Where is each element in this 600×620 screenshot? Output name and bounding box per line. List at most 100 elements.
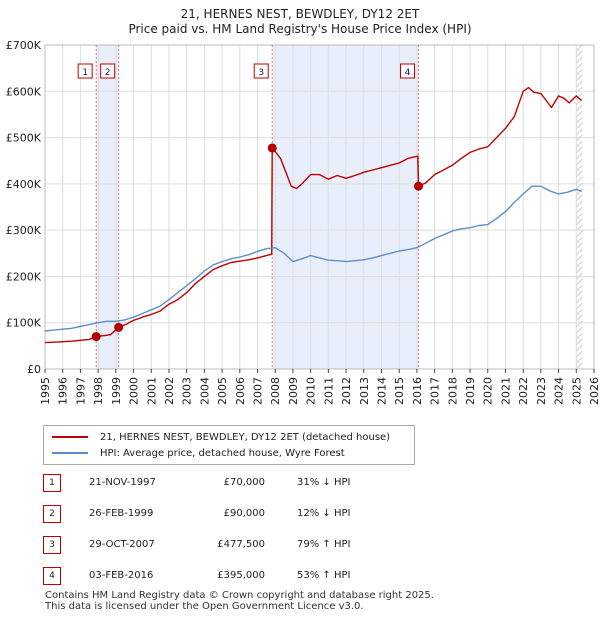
- forecast-hatch: [575, 356, 583, 364]
- x-tick-label: 2008: [269, 377, 282, 405]
- forecast-hatch: [575, 362, 583, 370]
- forecast-hatch: [575, 332, 583, 340]
- x-tick-label: 1998: [92, 377, 105, 405]
- y-tick-label: £700K: [6, 39, 42, 52]
- sale-row: 3 29-OCT-2007 £477,500 79% ↑ HPI: [43, 536, 443, 554]
- x-tick-label: 2016: [411, 377, 424, 405]
- chart-subtitle: Price paid vs. HM Land Registry's House …: [128, 22, 472, 36]
- forecast-hatch: [575, 212, 583, 220]
- x-tick-label: 2022: [517, 377, 530, 405]
- sale-date: 29-OCT-2007: [89, 539, 155, 550]
- forecast-hatch: [575, 56, 583, 64]
- x-tick-label: 2013: [358, 377, 371, 405]
- sale-row: 1 21-NOV-1997 £70,000 31% ↓ HPI: [43, 474, 443, 492]
- sale-number-badge: 1: [43, 474, 61, 492]
- x-tick-label: 2006: [234, 377, 247, 405]
- forecast-hatch: [575, 230, 583, 238]
- forecast-hatch: [575, 254, 583, 262]
- shaded-period: [96, 45, 119, 369]
- price-chart: £0 £100K £200K £300K £400K £500K £600K £700K 199…: [6, 39, 600, 405]
- forecast-hatch: [575, 320, 583, 328]
- sale-number-badge: 2: [43, 505, 61, 523]
- sale-number-badge: 4: [43, 567, 61, 585]
- forecast-hatch: [575, 104, 583, 112]
- forecast-hatch: [575, 206, 583, 214]
- forecast-hatch: [575, 128, 583, 136]
- footer-copyright: Contains HM Land Registry data © Crown c…: [45, 590, 434, 601]
- sale-number-badge: 3: [43, 536, 61, 554]
- forecast-hatch: [575, 350, 583, 358]
- sale-label-number: 2: [105, 68, 111, 78]
- x-tick-label: 2005: [216, 377, 229, 405]
- forecast-hatch: [575, 284, 583, 292]
- forecast-hatch: [575, 140, 583, 148]
- forecast-hatch: [575, 74, 583, 82]
- x-tick-label: 2009: [287, 377, 300, 405]
- sale-label-number: 4: [405, 68, 411, 78]
- sale-price: £395,000: [217, 570, 265, 581]
- forecast-hatch: [575, 194, 583, 202]
- forecast-hatch: [575, 62, 583, 70]
- y-tick-label: £500K: [6, 132, 42, 145]
- forecast-hatch: [575, 344, 583, 352]
- forecast-hatch: [575, 152, 583, 160]
- sale-hpi-diff: 53% ↑ HPI: [297, 570, 351, 581]
- sale-row: 4 03-FEB-2016 £395,000 53% ↑ HPI: [43, 567, 443, 585]
- sale-point: [91, 332, 101, 342]
- y-tick-label: £100K: [6, 317, 42, 330]
- forecast-hatch: [575, 92, 583, 100]
- sale-point: [114, 322, 124, 332]
- forecast-hatch: [575, 116, 583, 124]
- x-tick-label: 2019: [464, 377, 477, 405]
- forecast-hatch: [575, 170, 583, 178]
- y-tick-label: £600K: [6, 85, 42, 98]
- sale-point: [267, 143, 277, 153]
- sale-label-box: [253, 63, 269, 79]
- legend-label-hpi: HPI: Average price, detached house, Wyre…: [100, 447, 345, 459]
- forecast-hatch: [575, 248, 583, 256]
- forecast-hatch: [575, 242, 583, 250]
- x-tick-label: 2012: [340, 377, 353, 405]
- legend-item-hpi: HPI: Average price, detached house, Wyre…: [52, 446, 345, 460]
- forecast-hatch: [575, 302, 583, 310]
- legend-swatch-property: [52, 436, 88, 438]
- forecast-hatch: [575, 338, 583, 346]
- forecast-hatch: [575, 290, 583, 298]
- forecast-hatch: [575, 200, 583, 208]
- shaded-period: [272, 45, 419, 369]
- x-tick-label: 1996: [57, 377, 70, 405]
- forecast-hatch: [575, 176, 583, 184]
- sale-price: £90,000: [223, 508, 265, 519]
- sale-date: 21-NOV-1997: [89, 477, 156, 488]
- forecast-hatch: [575, 50, 583, 58]
- forecast-hatch: [575, 296, 583, 304]
- sale-price: £477,500: [217, 539, 265, 550]
- forecast-hatch: [575, 68, 583, 76]
- sale-date: 03-FEB-2016: [89, 570, 154, 581]
- sale-row: 2 26-FEB-1999 £90,000 12% ↓ HPI: [43, 505, 443, 523]
- x-tick-label: 2002: [163, 377, 176, 405]
- x-tick-label: 2003: [181, 377, 194, 405]
- sale-label-number: 1: [82, 68, 88, 78]
- forecast-hatch: [575, 308, 583, 316]
- legend-label-property: 21, HERNES NEST, BEWDLEY, DY12 2ET (deta…: [100, 431, 391, 443]
- x-tick-label: 2015: [393, 377, 406, 405]
- legend-swatch-hpi: [52, 452, 88, 454]
- x-tick-label: 2018: [446, 377, 459, 405]
- sale-point: [413, 181, 423, 191]
- x-tick-label: 1997: [74, 377, 87, 405]
- sale-hpi-diff: 79% ↑ HPI: [297, 539, 351, 550]
- footer-licence: This data is licensed under the Open Gov…: [45, 601, 364, 612]
- forecast-hatch: [575, 326, 583, 334]
- forecast-hatch: [575, 110, 583, 118]
- forecast-hatch: [575, 260, 583, 268]
- sale-price: £70,000: [223, 477, 265, 488]
- forecast-hatch: [575, 158, 583, 166]
- hpi-line: [44, 185, 582, 332]
- forecast-hatch: [575, 146, 583, 154]
- sale-hpi-diff: 31% ↓ HPI: [297, 477, 351, 488]
- property-price-line: [44, 86, 583, 344]
- y-tick-label: £400K: [6, 178, 42, 191]
- x-tick-label: 2026: [588, 377, 600, 405]
- x-tick-label: 2011: [322, 377, 335, 405]
